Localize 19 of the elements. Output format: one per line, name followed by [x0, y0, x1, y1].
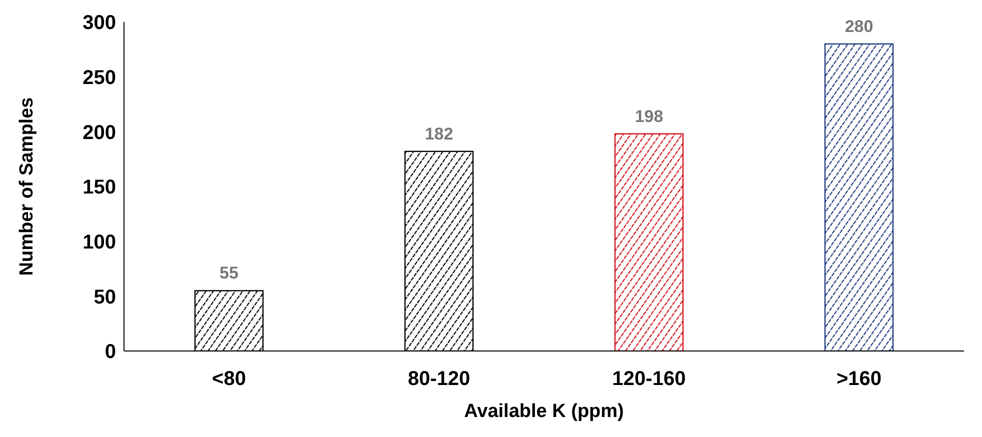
data-label: 198 [634, 106, 664, 126]
y-tick-label: 150 [82, 176, 116, 199]
y-tick-label: 0 [104, 341, 116, 364]
data-label: 280 [844, 16, 874, 36]
y-tick-label: 100 [82, 231, 116, 254]
x-tick-label: 120-160 [612, 368, 686, 390]
x-tick-label: 80-120 [408, 368, 470, 390]
y-tick-label: 200 [82, 122, 116, 144]
bar [614, 133, 684, 351]
x-tick-label: <80 [212, 368, 246, 390]
data-label: 182 [424, 124, 454, 144]
x-axis-title: Available K (ppm) [464, 401, 624, 422]
data-label: 55 [220, 264, 238, 283]
x-tick-label: >160 [836, 368, 882, 390]
y-tick-label: 50 [94, 286, 116, 308]
bar [824, 43, 894, 351]
y-tick-label: 250 [82, 66, 116, 89]
y-axis-title: Number of Samples [16, 97, 38, 276]
y-tick-label: 300 [82, 12, 116, 34]
